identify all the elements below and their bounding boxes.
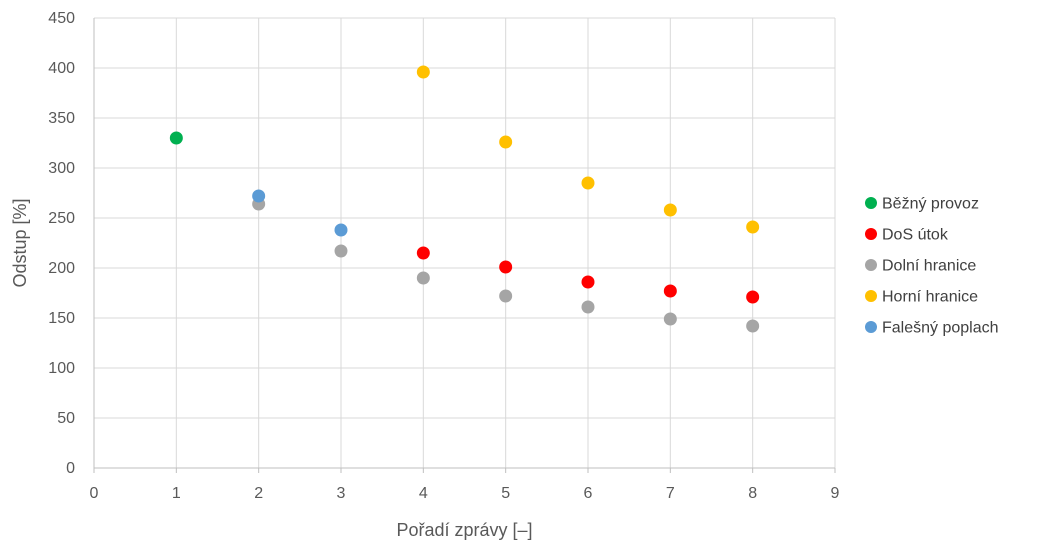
data-point xyxy=(746,220,760,234)
data-point xyxy=(416,271,430,285)
grid xyxy=(94,17,836,468)
y-tick-label: 350 xyxy=(48,110,75,127)
data-point xyxy=(334,244,348,258)
x-tick-label: 5 xyxy=(501,485,510,502)
data-point xyxy=(663,203,677,217)
data-point xyxy=(499,135,513,149)
y-tick-label: 100 xyxy=(48,360,75,377)
legend-marker xyxy=(865,259,877,271)
data-point xyxy=(663,312,677,326)
x-tick-label: 8 xyxy=(748,485,757,502)
legend-label: DoS útok xyxy=(882,227,949,244)
y-tick-label: 400 xyxy=(48,60,75,77)
x-tick-label: 1 xyxy=(172,485,181,502)
x-tick-label: 6 xyxy=(584,485,593,502)
data-point xyxy=(746,319,760,333)
data-point xyxy=(581,275,595,289)
tick-labels: 0 50 100 150 200 250 300 350 400 450 0 1 2 3 4 5 6 7 8 9 xyxy=(48,10,839,502)
legend-marker xyxy=(865,290,877,302)
legend-marker xyxy=(865,321,877,333)
x-tick-label: 3 xyxy=(337,485,346,502)
y-tick-label: 50 xyxy=(57,410,75,427)
data-point xyxy=(499,289,513,303)
data-point xyxy=(581,176,595,190)
y-tick-label: 150 xyxy=(48,310,75,327)
y-tick-label: 450 xyxy=(48,10,75,27)
legend-label: Běžný provoz xyxy=(882,196,979,213)
legend-label: Dolní hranice xyxy=(882,258,976,275)
x-axis-title: Pořadí zprávy [–] xyxy=(396,520,532,540)
data-points xyxy=(169,65,760,333)
data-point xyxy=(746,290,760,304)
y-tick-label: 300 xyxy=(48,160,75,177)
x-tick-label: 0 xyxy=(90,485,99,502)
y-tick-label: 200 xyxy=(48,260,75,277)
legend-marker xyxy=(865,228,877,240)
data-point xyxy=(416,246,430,260)
y-axis-title: Odstup [%] xyxy=(10,198,30,287)
x-tick-label: 2 xyxy=(254,485,263,502)
data-point xyxy=(581,300,595,314)
data-point xyxy=(663,284,677,298)
y-tick-label: 0 xyxy=(66,460,75,477)
x-tick-label: 9 xyxy=(831,485,840,502)
legend: Běžný provoz DoS útok Dolní hranice Horní h… xyxy=(865,196,999,337)
data-point xyxy=(416,65,430,79)
x-tick-label: 7 xyxy=(666,485,675,502)
data-point xyxy=(334,223,348,237)
y-tick-label: 250 xyxy=(48,210,75,227)
axes xyxy=(93,18,836,473)
data-point xyxy=(499,260,513,274)
legend-label: Falešný poplach xyxy=(882,320,999,337)
data-point xyxy=(252,189,266,203)
data-point xyxy=(169,131,183,145)
legend-marker xyxy=(865,197,877,209)
x-tick-label: 4 xyxy=(419,485,428,502)
legend-label: Horní hranice xyxy=(882,289,978,306)
